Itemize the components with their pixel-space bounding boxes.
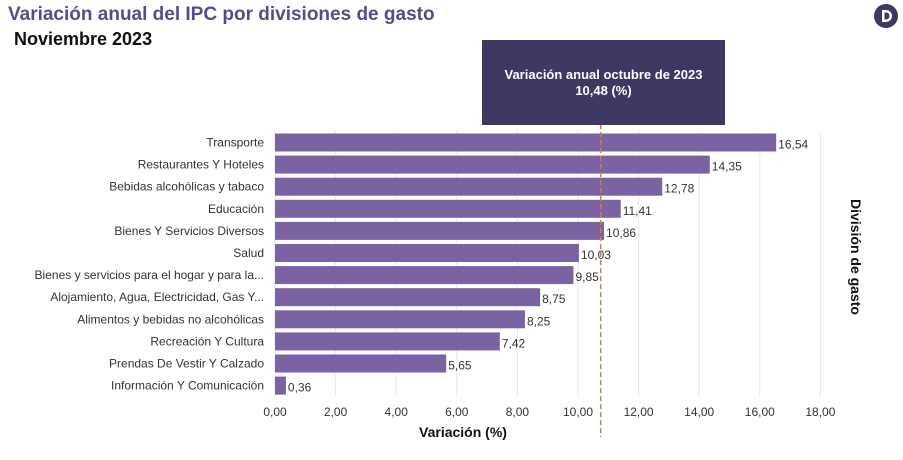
category-label: Alojamiento, Agua, Electricidad, Gas Y..… [50,290,264,304]
value-label: 8,25 [527,314,551,328]
y-axis-title: División de gasto [848,199,864,315]
x-tick-label: 4,00 [385,405,409,419]
reference-callout: Variación anual octubre de 2023 10,48 (%… [482,40,725,125]
callout-line-1: Variación anual octubre de 2023 [504,66,703,82]
value-label: 5,65 [448,359,472,373]
chart-subtitle: Noviembre 2023 [14,29,153,49]
x-tick-label: 6,00 [445,405,469,419]
category-label: Información Y Comunicación [111,379,264,393]
x-tick-label: 18,00 [805,405,835,419]
value-label: 9,85 [575,270,599,284]
value-label: 10,03 [581,248,611,262]
callout-line-2: 10,48 (%) [575,82,632,98]
x-tick-label: 0,00 [263,405,287,419]
labels: 0,00 2,00 4,00 6,00 8,00 10,00 12,00 14,00 16,00… [35,136,836,420]
category-label: Prendas De Vestir Y Calzado [109,357,264,371]
x-tick-label: 14,00 [684,405,714,419]
bar [275,199,621,218]
category-label: Alimentos y bebidas no alcohólicas [77,312,264,326]
value-label: 7,42 [502,336,526,350]
value-label: 8,75 [542,292,566,306]
bar [275,221,605,240]
bar [275,332,500,351]
chart-title: Variación anual del IPC por divisiones d… [8,4,435,25]
bar [275,288,541,307]
value-label: 10,86 [606,226,636,240]
value-label: 14,35 [712,160,742,174]
x-tick-label: 8,00 [506,405,530,419]
bar [275,244,579,262]
gridlines [274,131,821,396]
category-label: Educación [208,202,264,216]
category-label: Salud [233,246,264,260]
category-label: Recreación Y Cultura [150,334,264,348]
value-label: 16,54 [778,138,808,152]
category-label: Bienes y servicios para el hogar y para … [35,268,264,282]
x-tick-label: 10,00 [563,405,593,419]
d-logo-icon[interactable] [874,4,898,28]
category-label: Bienes Y Servicios Diversos [114,224,264,238]
value-label: 11,41 [623,204,652,218]
x-axis-title: Variación (%) [419,424,507,440]
bar [275,310,525,329]
bar [275,177,663,196]
category-label: Transporte [206,136,264,150]
bar [275,354,447,373]
bar [275,376,286,395]
bars [275,133,777,395]
category-label: Restaurantes Y Hoteles [138,158,264,172]
bar [275,155,710,174]
bar [275,133,777,152]
bar [275,266,574,285]
value-label: 0,36 [288,381,312,395]
x-tick-label: 16,00 [745,405,775,419]
x-tick-label: 2,00 [324,405,348,419]
x-tick-label: 12,00 [624,405,654,419]
category-label: Bebidas alcohólicas y tabaco [109,180,264,194]
value-label: 12,78 [664,182,694,196]
